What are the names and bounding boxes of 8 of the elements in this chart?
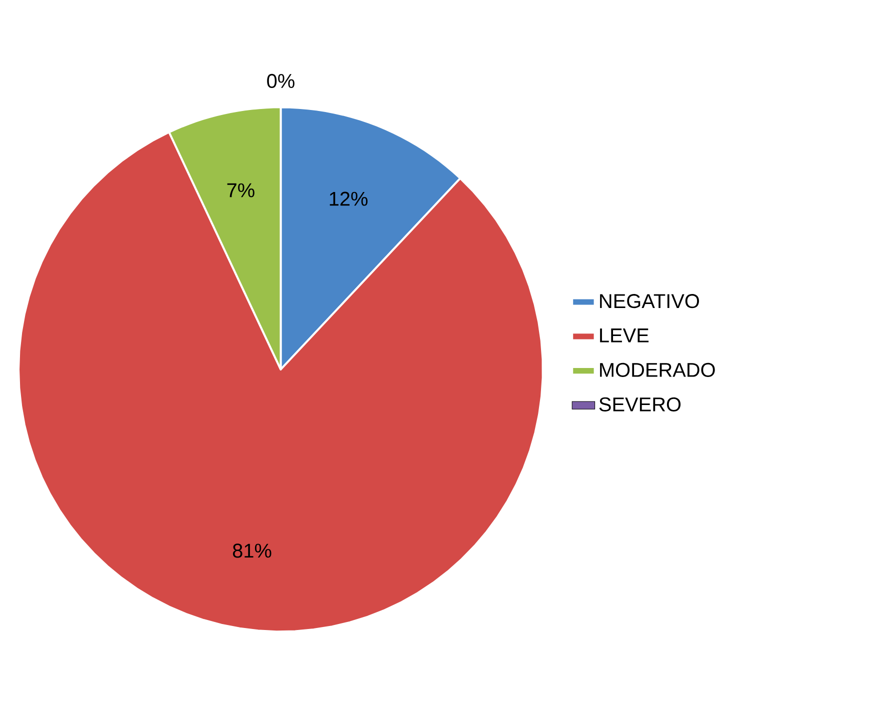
legend-label: NEGATIVO bbox=[600, 294, 699, 308]
legend-label: MODERADO bbox=[600, 362, 715, 377]
legend-label: SEVERO bbox=[599, 397, 681, 412]
data-label: 81% bbox=[232, 544, 272, 558]
legend-label: LEVE bbox=[600, 328, 649, 342]
data-label: 7% bbox=[227, 183, 254, 198]
text: 0% bbox=[267, 74, 294, 88]
data-label: 12% bbox=[330, 192, 368, 206]
